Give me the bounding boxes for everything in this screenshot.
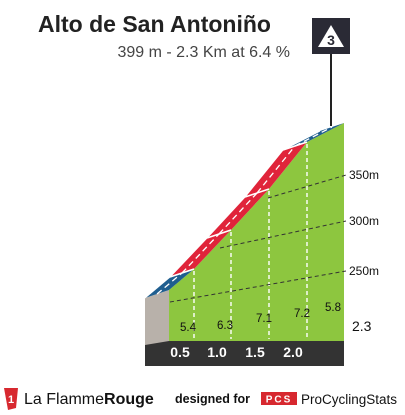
gradient-label: 5.8: [325, 302, 341, 314]
climb-title: Alto de San Antoniño: [38, 11, 271, 37]
altitude-label: 300m: [349, 214, 379, 228]
gradient-band-1: [145, 269, 194, 298]
altitude-label: 250m: [349, 264, 379, 278]
band-separator: [206, 229, 232, 239]
pcs-logo: PCS: [261, 392, 297, 406]
gradient-label: 7.1: [256, 313, 272, 325]
gradient-label: 7.2: [294, 308, 310, 320]
profile-layer: [144, 123, 344, 366]
flag-number: 1: [8, 394, 14, 406]
band-center-stripe-5: [294, 126, 333, 147]
pcs-name: ProCyclingStats: [301, 392, 397, 407]
flag-icon: [4, 388, 18, 410]
brand-name-left: La Flamme: [24, 391, 104, 408]
gradient-band-2: [170, 230, 231, 277]
pcs-badge: [261, 392, 297, 405]
profile-face: [169, 123, 344, 341]
altitude-guide-250m: [169, 270, 347, 303]
pcs-mark: PCS: [266, 395, 293, 406]
category-triangle-icon: [318, 25, 344, 47]
band-separator: [169, 268, 195, 278]
svg-text:La FlammeRouge: La FlammeRouge: [24, 391, 154, 408]
band-separator: [282, 141, 308, 151]
band-separator: [244, 188, 270, 198]
slope-edge: [144, 130, 321, 299]
category-number: 3: [327, 32, 335, 48]
km-tick-label: 0.5: [170, 344, 190, 360]
altitude-grid: [169, 174, 347, 303]
altitude-label: 350m: [349, 168, 379, 182]
climb-subtitle: 399 m - 2.3 Km at 6.4 %: [117, 44, 290, 61]
km-tick-label: 2.0: [283, 344, 303, 360]
labels-layer: 250m 300m 350m 5.4 6.3 7.1 7.2 5.8 0.5 1.0 1.5 2.0 2…: [170, 168, 379, 360]
end-distance-label: 2.3: [352, 318, 372, 334]
distance-base: [145, 341, 344, 366]
km-tick-label: 1.0: [207, 344, 227, 360]
brand-name-right: Rouge: [104, 391, 154, 408]
band-center-stripe-4: [256, 145, 296, 194]
designed-for-text: designed for: [175, 392, 250, 406]
band-center-stripe-2: [181, 233, 220, 274]
altitude-guide-300m: [219, 220, 347, 249]
gradient-band-3: [207, 189, 269, 238]
km-tick-label: 1.5: [245, 344, 265, 360]
band-center-stripe-1: [156, 272, 183, 295]
gradient-label: 6.3: [217, 320, 233, 332]
la-flamme-rouge-logo: 1 La FlammeRouge: [4, 388, 154, 410]
gradient-label: 5.4: [180, 322, 197, 334]
